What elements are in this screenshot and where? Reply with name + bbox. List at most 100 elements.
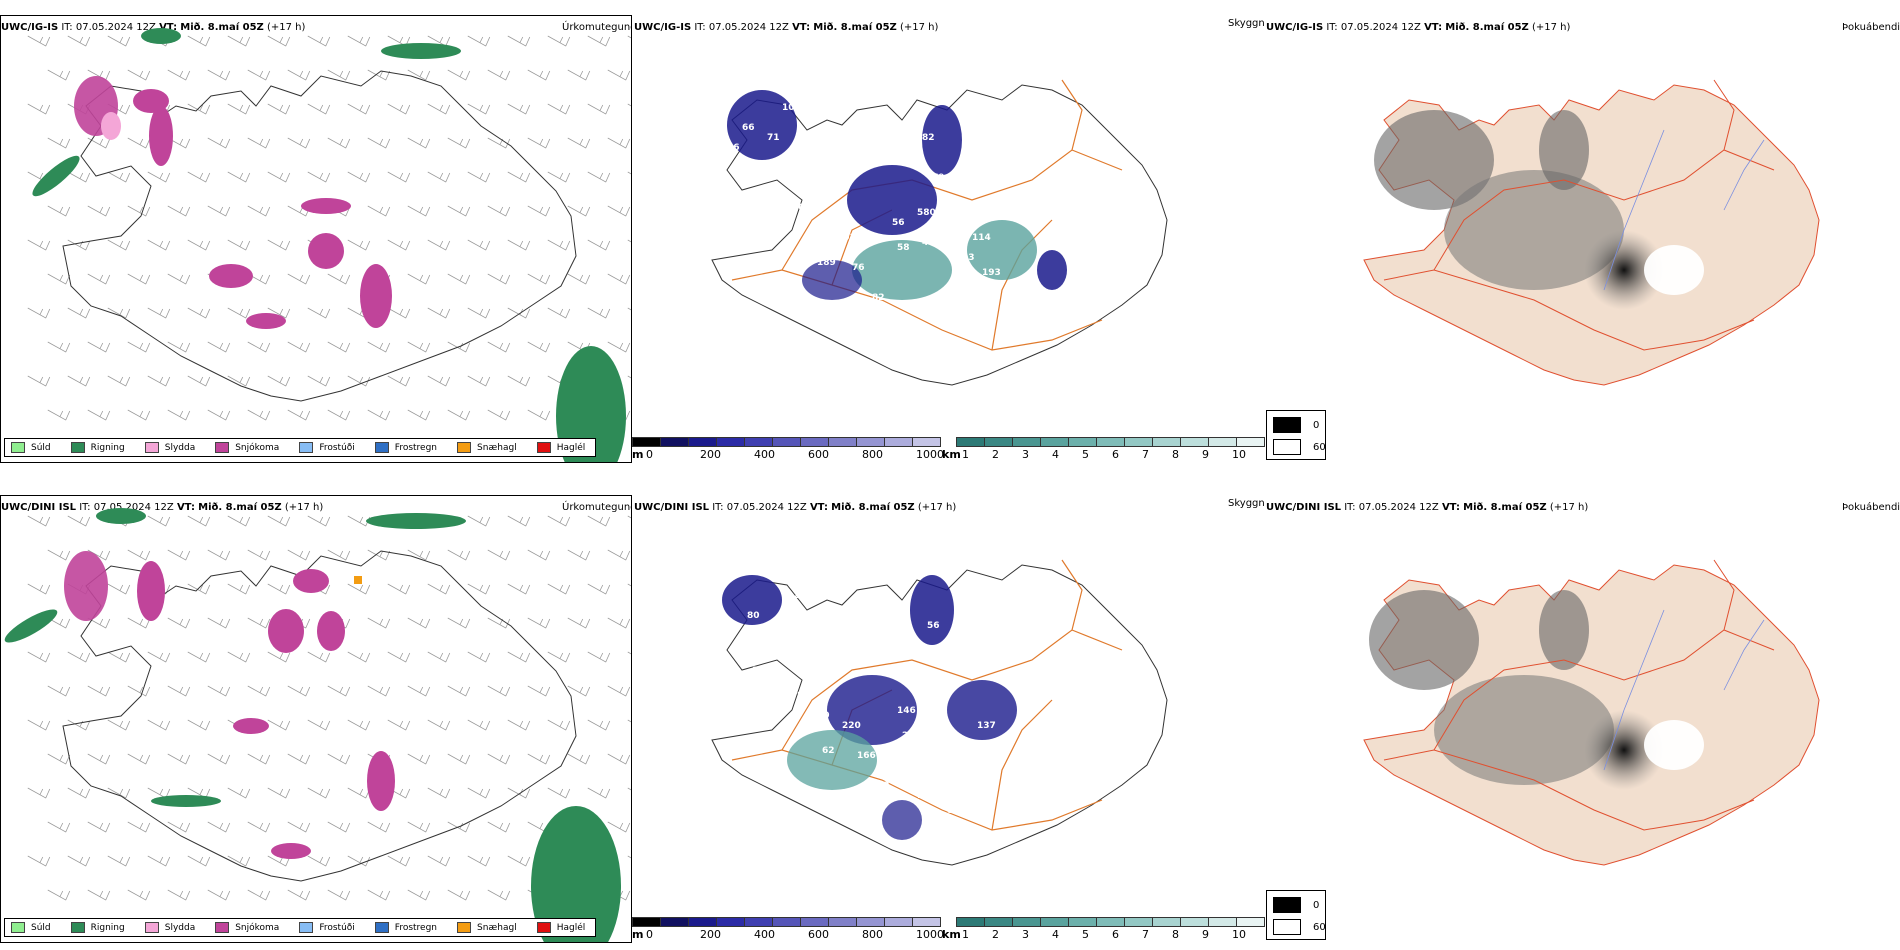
wind-barb xyxy=(387,239,411,251)
colorbar-cell xyxy=(1041,437,1069,447)
wind-barb xyxy=(127,341,151,353)
wind-barb xyxy=(587,719,611,731)
wind-barb xyxy=(327,137,351,149)
wind-barb xyxy=(327,889,351,901)
wind-barb xyxy=(47,617,71,629)
fog-roads xyxy=(1383,79,1775,351)
wind-barb xyxy=(67,171,91,183)
wind-barb xyxy=(427,239,451,251)
swatch-hagel xyxy=(536,922,551,933)
wind-barb xyxy=(47,409,71,421)
cloud-value-label: 12 xyxy=(877,781,890,791)
cloud-value-label: 71 xyxy=(767,133,780,143)
swatch-slydda xyxy=(144,442,159,453)
wind-barb xyxy=(487,889,511,901)
wind-barb xyxy=(467,103,491,115)
fog-panel-1: UWC/IG-IS IT: 07.05.2024 12Z VT: Mið. 8.… xyxy=(1264,0,1900,470)
wind-barb xyxy=(27,787,51,799)
wind-barb xyxy=(527,685,551,697)
wind-barb xyxy=(627,583,631,587)
cloud-map-svg-2: 32 128 80 84 156 120 98 83 90 220 62 166 210 146 174 56… xyxy=(711,559,1168,866)
wind-barb xyxy=(487,341,511,353)
wind-barb xyxy=(387,375,411,387)
wind-barb xyxy=(507,239,531,251)
cloud-value-label: 450 xyxy=(942,318,961,328)
wind-barb xyxy=(187,651,211,663)
colorbar-tick: 6 xyxy=(1112,448,1119,461)
wind-barb xyxy=(507,855,531,867)
wind-barb xyxy=(607,341,631,353)
wind-barb xyxy=(347,103,371,115)
wind-barb xyxy=(467,171,491,183)
cloud-value-label: 83 xyxy=(947,806,960,816)
wind-barb xyxy=(347,375,371,387)
wind-barb xyxy=(267,239,291,251)
cloud-value-label: 56 xyxy=(892,218,905,228)
colorbar-cell xyxy=(985,917,1013,927)
wind-barb xyxy=(187,171,211,183)
wind-barb xyxy=(67,35,91,47)
colorbar-tick: 2 xyxy=(992,928,999,941)
colorbar-cell xyxy=(1069,437,1097,447)
wind-barb xyxy=(87,205,111,217)
colorbar-tick: 4 xyxy=(1052,448,1059,461)
cloud-value-label: 138 xyxy=(937,661,956,671)
cloud-value-label: 156 xyxy=(792,641,811,651)
colorbar-tick: 0 xyxy=(646,928,653,941)
colorbar-cell xyxy=(1041,917,1069,927)
colorbar-tick: 1000 xyxy=(916,448,944,461)
wind-barb xyxy=(487,753,511,765)
wind-barb xyxy=(147,307,171,319)
wind-barb xyxy=(27,515,51,527)
cloud-title-1: UWC/IG-IS IT: 07.05.2024 12Z VT: Mið. 8.… xyxy=(634,22,939,33)
wind-barb xyxy=(187,583,211,595)
wind-barb xyxy=(47,685,71,697)
wind-barb xyxy=(247,409,271,421)
cloud-value-label: 98 xyxy=(777,681,790,691)
precip-map-svg-2 xyxy=(4,508,631,942)
colorbar-cell xyxy=(885,917,913,927)
wind-barb xyxy=(467,787,491,799)
colorbar-tick: 200 xyxy=(700,448,721,461)
wind-barb xyxy=(587,171,611,183)
colorbar-cell xyxy=(985,437,1013,447)
cloud-value-label: 84 xyxy=(772,621,785,631)
wind-barb xyxy=(527,205,551,217)
wind-barb xyxy=(187,855,211,867)
wind-barb xyxy=(327,69,351,81)
swatch-frostregn xyxy=(374,922,389,933)
colorbar-tick: 9 xyxy=(1202,928,1209,941)
wind-barb xyxy=(47,137,71,149)
wind-barb xyxy=(467,375,491,387)
wind-barb xyxy=(307,651,331,663)
wind-barb xyxy=(467,719,491,731)
precip-blobs xyxy=(4,508,621,942)
wind-barb xyxy=(587,239,611,251)
cloud-value-label: 210 xyxy=(902,731,921,741)
precip-legend-1: Súld Rigning Slydda Snjókoma Frostúði Fr… xyxy=(4,438,597,457)
wind-barb xyxy=(127,69,151,81)
wind-barb xyxy=(147,515,171,527)
wind-barb xyxy=(287,409,311,421)
legend-item-rigning: Rigning xyxy=(70,442,125,453)
legend-item-sudd: Súld xyxy=(11,442,51,453)
wind-barb xyxy=(407,685,431,697)
cloud-value-label: 103 xyxy=(772,193,791,203)
wind-barb xyxy=(127,889,151,901)
wind-barb xyxy=(227,787,251,799)
wind-barb xyxy=(387,103,411,115)
wind-barb xyxy=(467,515,491,527)
wind-barb xyxy=(527,753,551,765)
cloud-value-label: 103 xyxy=(837,233,856,243)
wind-barb xyxy=(267,515,291,527)
wind-barb xyxy=(347,239,371,251)
wind-barb xyxy=(227,375,251,387)
wind-barb xyxy=(527,409,551,421)
vis-ticks-1: km 1 2 3 4 5 6 7 8 9 10 xyxy=(942,448,1246,462)
wind-barb xyxy=(187,35,211,47)
colorbar-cell xyxy=(661,437,689,447)
wind-barb xyxy=(527,549,551,561)
fog-title-2: UWC/DINI ISL IT: 07.05.2024 12Z VT: Mið.… xyxy=(1266,502,1589,513)
wind-barb xyxy=(247,273,271,285)
